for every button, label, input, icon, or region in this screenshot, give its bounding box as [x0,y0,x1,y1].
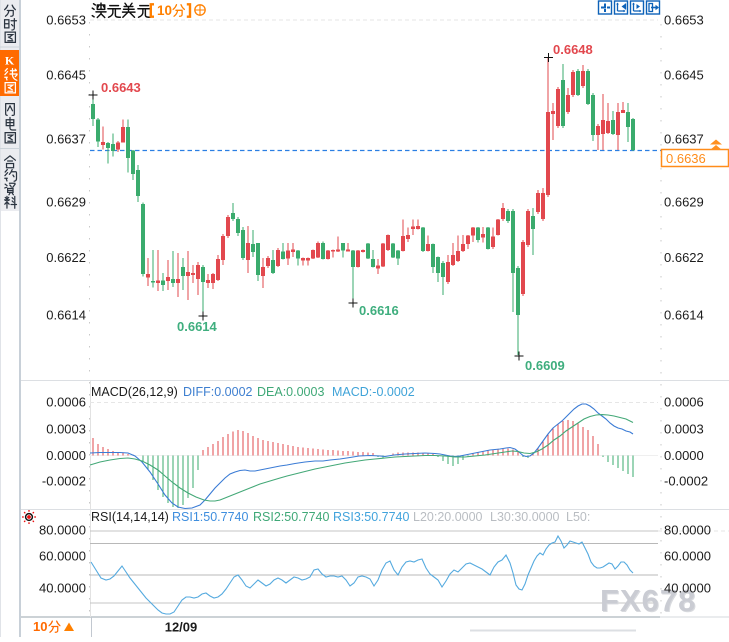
svg-text:RSI1:50.7740: RSI1:50.7740 [172,510,248,524]
svg-text:DEA:0.0003: DEA:0.0003 [257,385,324,399]
svg-text:MACD(26,12,9): MACD(26,12,9) [91,385,178,399]
svg-text:0.6614: 0.6614 [177,319,218,334]
svg-text:0.6653: 0.6653 [664,13,704,28]
svg-text:MACD:-0.0002: MACD:-0.0002 [332,385,415,399]
svg-text:-0.0002: -0.0002 [42,474,86,489]
svg-text:80.0000: 80.0000 [664,523,711,538]
svg-text:0.6614: 0.6614 [46,308,86,323]
svg-text:0.6637: 0.6637 [664,132,704,147]
svg-text:0.0000: 0.0000 [46,448,86,463]
svg-text:FX678: FX678 [601,584,697,619]
svg-text:0.6614: 0.6614 [664,308,704,323]
svg-text:0.6609: 0.6609 [525,358,565,373]
svg-text:60.0000: 60.0000 [39,549,86,564]
svg-text:10: 10 [157,3,172,18]
svg-text:RSI2:50.7740: RSI2:50.7740 [253,510,329,524]
svg-text:0.6616: 0.6616 [359,303,399,318]
svg-text:L20:20.0000: L20:20.0000 [413,510,483,524]
svg-text:0.6629: 0.6629 [664,195,704,210]
svg-text:L30:30.0000: L30:30.0000 [490,510,560,524]
svg-text:DIFF:0.0002: DIFF:0.0002 [183,385,253,399]
svg-text:RSI3:50.7740: RSI3:50.7740 [333,510,409,524]
svg-text:0.0000: 0.0000 [664,448,704,463]
svg-text:0.6622: 0.6622 [46,250,86,265]
svg-text:0.0006: 0.0006 [46,395,86,410]
svg-text:80.0000: 80.0000 [39,523,86,538]
svg-text:0.0003: 0.0003 [46,422,86,437]
svg-text:40.0000: 40.0000 [664,581,711,596]
svg-text:0.6653: 0.6653 [46,13,86,28]
svg-text:0.0003: 0.0003 [664,422,704,437]
svg-text:0.6648: 0.6648 [553,42,593,57]
svg-text:12/09: 12/09 [165,620,198,635]
svg-text:0.6645: 0.6645 [46,68,86,83]
svg-text:-0.0002: -0.0002 [664,474,708,489]
svg-text:0.6645: 0.6645 [664,68,704,83]
svg-text:0.6643: 0.6643 [101,80,141,95]
svg-text:40.0000: 40.0000 [39,581,86,596]
svg-text:FX678: FX678 [600,583,696,618]
svg-text:60.0000: 60.0000 [664,549,711,564]
svg-text:0.0006: 0.0006 [664,395,704,410]
svg-text:10: 10 [33,619,47,634]
svg-text:0.6637: 0.6637 [46,132,86,147]
svg-text:L50:: L50: [566,510,590,524]
svg-text:0.6636: 0.6636 [666,151,706,166]
svg-text:RSI(14,14,14): RSI(14,14,14) [91,510,169,524]
svg-text:0.6622: 0.6622 [664,250,704,265]
svg-text:K: K [5,54,15,68]
svg-text:0.6629: 0.6629 [46,195,86,210]
